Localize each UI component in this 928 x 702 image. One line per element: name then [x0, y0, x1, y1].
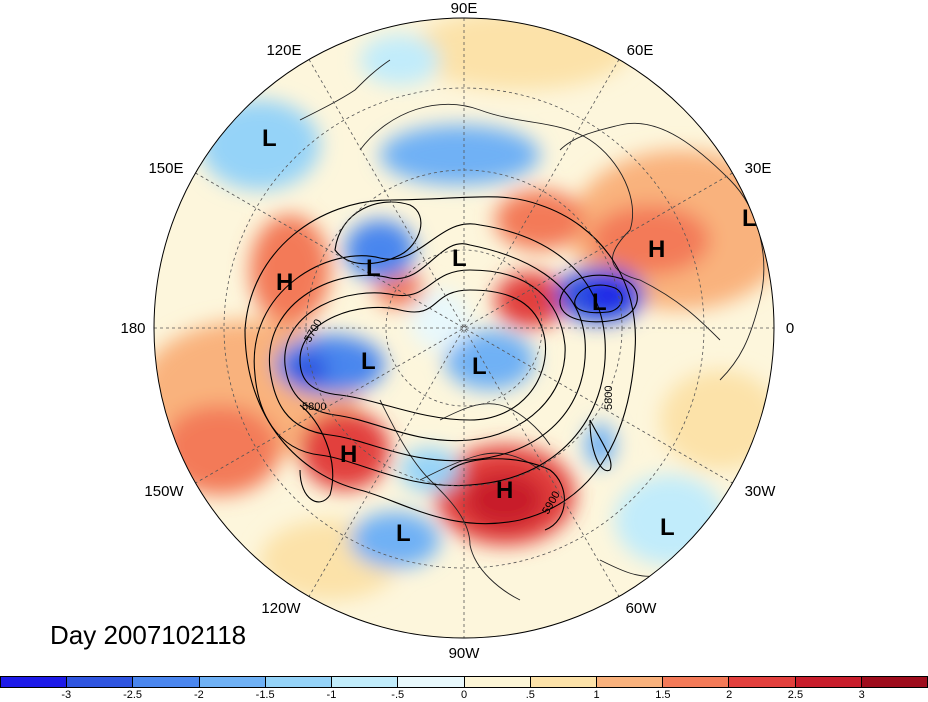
lon-label-90w: 90W — [449, 645, 481, 662]
colorbar-tick-label: -.5 — [391, 689, 405, 701]
low-center: L — [452, 245, 467, 272]
colorbar-swatch — [861, 677, 928, 687]
colorbar-swatches — [0, 676, 928, 688]
low-center: L — [396, 520, 411, 547]
colorbar: -3 -2.5 -2 -1.5 -1 -.5 0 .5 1 1.5 2 2.5 3 — [0, 676, 928, 702]
colorbar-swatch — [67, 677, 134, 687]
lon-label-30e: 30E — [745, 160, 772, 177]
map-boundary — [153, 17, 775, 639]
lon-label-30w: 30W — [745, 483, 777, 500]
colorbar-tick-label: 0 — [460, 689, 468, 701]
contour-label-5800-east: 5800 — [603, 386, 615, 410]
lon-label-120e: 120E — [266, 42, 301, 59]
colorbar-tick-label: 1.5 — [655, 689, 671, 701]
colorbar-tick-label: -2 — [193, 689, 204, 701]
colorbar-tick-label: -3 — [61, 689, 72, 701]
lon-label-150w: 150W — [144, 483, 184, 500]
colorbar-swatch — [596, 677, 664, 687]
high-center: H — [496, 477, 513, 504]
colorbar-swatch — [663, 677, 730, 687]
colorbar-swatch — [332, 677, 399, 687]
coastlines — [299, 59, 765, 601]
polar-stereographic-map: 5700 5800 5800 5900 L L L L L L L L L H … — [120, 0, 794, 662]
lon-label-150e: 150E — [148, 160, 183, 177]
colorbar-tick-label: -1.5 — [255, 689, 275, 701]
low-center: L — [660, 514, 675, 541]
lon-label-60w: 60W — [626, 600, 658, 617]
anomaly-field — [154, 18, 774, 638]
high-center: H — [276, 269, 293, 296]
colorbar-swatch — [1, 677, 68, 687]
colorbar-swatch — [398, 677, 465, 687]
colorbar-swatch — [199, 677, 266, 687]
lon-label-120w: 120W — [261, 600, 301, 617]
colorbar-swatch — [729, 677, 796, 687]
high-center: H — [648, 236, 665, 263]
lon-label-180: 180 — [120, 320, 145, 337]
lon-label-90e: 90E — [451, 0, 478, 17]
colorbar-swatch — [265, 677, 333, 687]
contour-label-5800-west: 5800 — [302, 401, 326, 413]
colorbar-swatch — [795, 677, 862, 687]
low-center: L — [361, 348, 376, 375]
low-center: L — [472, 353, 487, 380]
low-center: L — [592, 289, 607, 316]
colorbar-swatch — [530, 677, 597, 687]
colorbar-tick-label: 1 — [593, 689, 600, 701]
low-center: L — [742, 205, 757, 232]
colorbar-swatch — [133, 677, 200, 687]
colorbar-tick-label: 2 — [726, 689, 733, 701]
low-center: L — [262, 125, 277, 152]
colorbar-swatch — [464, 677, 531, 687]
colorbar-tick-label: 2.5 — [787, 689, 804, 701]
lon-label-60e: 60E — [627, 42, 654, 59]
lon-label-0: 0 — [786, 320, 794, 337]
day-label: Day 2007102118 — [50, 620, 247, 650]
colorbar-tick-label: .5 — [525, 689, 535, 701]
low-center: L — [366, 255, 381, 282]
graticule — [154, 18, 774, 638]
colorbar-tick-label: -2.5 — [123, 689, 143, 701]
high-center: H — [340, 441, 357, 468]
colorbar-tick-label: -1 — [326, 689, 337, 701]
colorbar-tick-label: 3 — [858, 689, 865, 701]
